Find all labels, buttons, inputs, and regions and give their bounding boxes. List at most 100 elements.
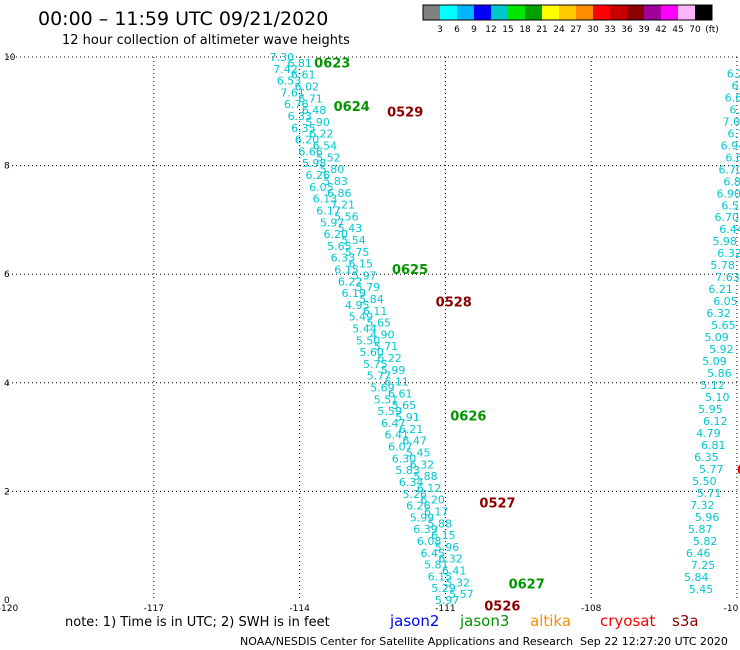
swh-value: 5.65 (392, 399, 417, 412)
y-tick-label: 0 (4, 596, 10, 606)
swh-value: 5.77 (699, 463, 724, 476)
swh-value: 6.05 (713, 295, 738, 308)
swh-value: 6.61 (725, 151, 740, 164)
swh-value: 6.26 (306, 169, 331, 182)
swh-value: 6.53 (277, 75, 302, 88)
swh-value: 5.87 (688, 523, 713, 536)
swh-value: 7.25 (691, 559, 716, 572)
y-tick-label: 2 (4, 487, 10, 497)
colorbar-label: 27 (570, 25, 581, 35)
swh-value: 6.21 (399, 423, 424, 436)
swh-value: 5.98 (712, 235, 737, 248)
swh-value: 4.95 (345, 299, 370, 312)
swh-value: 6.20 (420, 494, 445, 507)
pass-time-label: 0626 (450, 409, 486, 424)
swh-value: 6.50 (732, 79, 740, 92)
colorbar-label: 45 (672, 25, 683, 35)
swh-value: 6.85 (723, 175, 740, 188)
swh-value: 5.65 (327, 240, 352, 253)
swh-value: 6.33 (331, 252, 356, 265)
swh-value: 6.08 (417, 535, 442, 548)
swh-value: 5.12 (700, 379, 725, 392)
pass-time-label: 0625 (392, 263, 428, 278)
swh-value: 4.79 (696, 427, 721, 440)
swh-value: 5.80 (320, 163, 345, 176)
swh-value: 5.54 (341, 234, 366, 247)
pass-time-label: 0624 (334, 100, 370, 115)
satellite-legend-s3a: s3a (672, 612, 699, 630)
satellite-legend: jason2 jason3 altika cryosat s3a (389, 612, 699, 630)
colorbar-swatch (457, 5, 474, 20)
x-tick-label: -117 (144, 604, 164, 614)
colorbar-label: 21 (536, 25, 547, 35)
swh-value: 6.19 (341, 287, 366, 300)
colorbar-label: 18 (519, 25, 531, 35)
satellite-legend-cryosat: cryosat (600, 612, 655, 630)
swh-value: 6.72 (727, 127, 740, 140)
swh-value: 6.11 (384, 376, 409, 389)
pass-time-label: 0627 (509, 578, 545, 593)
swh-value: 6.32 (706, 307, 731, 320)
swh-value: 6.81 (287, 57, 312, 70)
x-axis-ticks: -120 -117 -114 -111 -108 -10 (0, 604, 739, 614)
colorbar-label: 6 (454, 25, 460, 35)
swh-value: 6.32 (717, 247, 740, 260)
swh-value: 5.97 (435, 594, 460, 607)
satellite-legend-altika: altika (530, 612, 571, 630)
colorbar-swatch (661, 5, 678, 20)
swh-value: 5.32 (446, 576, 471, 589)
colorbar-swatch (542, 5, 559, 20)
swh-value: 6.61 (388, 387, 413, 400)
footer-credit: NOAA/NESDIS Center for Satellite Applica… (240, 635, 573, 648)
swh-value: 5.71 (697, 487, 722, 500)
swh-value: 5.10 (705, 391, 730, 404)
swh-value: 6.51 (721, 199, 740, 212)
swh-value: 6.44 (719, 223, 740, 236)
swh-value: 6.35 (291, 122, 316, 135)
swh-value: 6.54 (313, 140, 338, 153)
swh-value: 5.99 (381, 364, 406, 377)
swh-value: 5.79 (356, 281, 381, 294)
x-tick-label: -10 (724, 604, 739, 614)
swh-value: 6.41 (442, 564, 467, 577)
plot-grid (8, 56, 738, 600)
swh-value: 7.30 (270, 51, 295, 64)
colorbar-label: 15 (502, 25, 513, 35)
y-tick-label: 10 (4, 53, 16, 63)
swh-value: 6.13 (313, 193, 338, 206)
swh-value: 5.99 (410, 511, 435, 524)
swh-value: 6.20 (323, 228, 348, 241)
swh-value: 6.90 (717, 187, 740, 200)
swh-value: 6.15 (349, 258, 374, 271)
swh-value: 6.81 (701, 439, 726, 452)
pass-time-label: 0526 (484, 599, 520, 614)
swh-value: 6.30 (392, 452, 417, 465)
swh-value: 5.84 (684, 571, 709, 584)
swh-value: 5.77 (367, 370, 392, 383)
swh-value: 5.98 (302, 157, 327, 170)
swh-value: 5.50 (356, 334, 381, 347)
colorbar-swatch (695, 5, 712, 20)
swh-value: 6.94 (721, 139, 740, 152)
y-tick-label: 8 (4, 162, 10, 172)
swh-value: 7.63 (715, 271, 740, 284)
swh-value: 6.70 (719, 163, 740, 176)
swh-value: 6.88 (729, 103, 740, 116)
colorbar-swatch (627, 5, 644, 20)
swh-value: 6.33 (288, 110, 313, 123)
swh-value: 5.43 (338, 222, 363, 235)
y-tick-label: 4 (4, 379, 10, 389)
swh-value: 6.39 (413, 523, 438, 536)
pass-time-label: 0528 (436, 295, 472, 310)
pass-time-label: 0 (737, 464, 740, 479)
swh-value: 7.32 (690, 499, 715, 512)
swh-value: 5.56 (334, 210, 359, 223)
colorbar-swatch (644, 5, 661, 20)
chart-title: 00:00 – 11:59 UTC 09/21/2020 (38, 8, 328, 30)
swh-value: 6.12 (417, 482, 442, 495)
swh-value: 6.41 (385, 429, 410, 442)
swh-value: 6.12 (703, 415, 728, 428)
swh-value: 5.65 (366, 317, 391, 330)
swh-value: 6.15 (428, 570, 453, 583)
